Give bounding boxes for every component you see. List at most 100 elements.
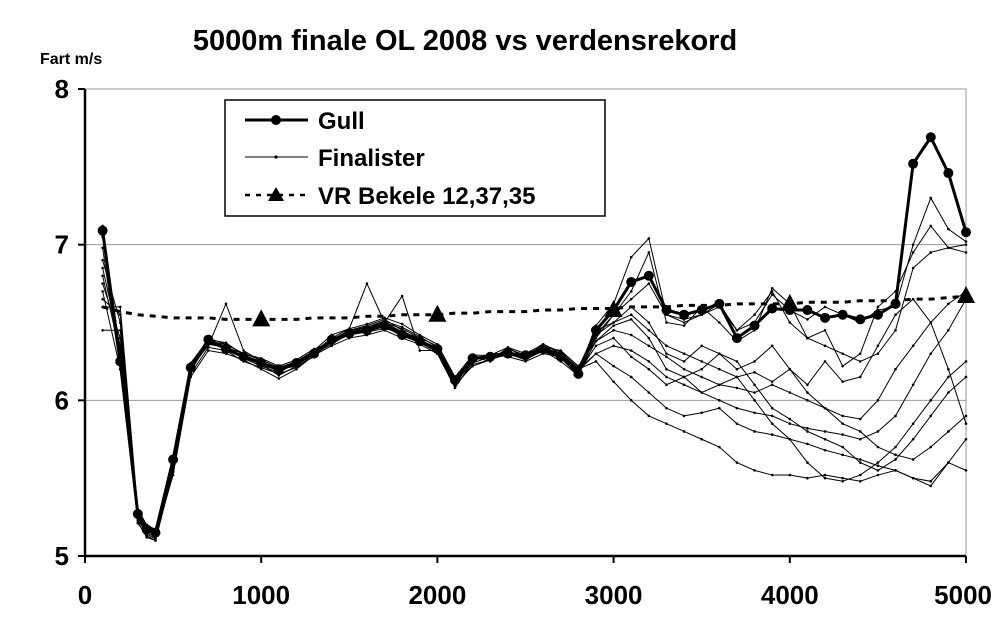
finalister-point [101,274,104,278]
legend-vr-label: VR Bekele 12,37,35 [318,183,536,210]
finalister-point [224,302,228,306]
finalister-point [841,453,844,457]
finalister-point [594,360,598,363]
finalister-point [453,385,457,388]
legend-vr-marker [268,187,284,201]
finalister-point [735,367,739,371]
finalister-point [788,473,792,477]
finalister-point [753,411,756,415]
finalister-point [894,458,897,461]
vr-point [957,286,975,304]
x-tick-label: 5000 [934,580,992,610]
gull-point [273,364,284,375]
finalister-point [894,328,897,332]
finalister-point [665,406,668,410]
finalister-point [911,344,915,348]
gull-point [890,298,901,309]
finalister-point [929,224,933,228]
gull-point [767,303,778,314]
finalister-point [665,344,668,348]
y-tick-label: 7 [55,230,69,260]
finalister-point [964,422,968,425]
finalister-point [964,240,968,243]
gull-point [714,298,725,309]
finalister-point [964,251,968,254]
finalister-point [612,364,615,368]
gull-point [555,351,566,362]
finalister-point [224,341,228,345]
vr-point [780,293,799,311]
legend-finalister-label: Finalister [318,145,425,172]
finalister-point [118,305,122,309]
gull-point [97,225,108,236]
finalister-point [718,321,721,324]
gull-point [749,320,760,331]
gull-point [696,305,707,316]
finalister-point [682,360,686,363]
finalister-point [365,282,369,285]
gull-point [872,309,883,320]
finalister-point [841,476,844,480]
finalister-point [735,422,739,425]
finalister-point [964,437,968,441]
finalister-point [647,237,651,240]
gull-point [485,351,496,362]
finalister-point [753,313,756,317]
gull-point [150,527,161,538]
finalister-point [929,352,933,355]
finalister-point [700,375,703,379]
finalister-point [629,297,633,301]
finalister-point [718,383,721,387]
finalister-point [400,325,404,329]
finalister-point [858,360,862,363]
finalister-point [911,243,915,246]
gull-point [943,168,954,179]
finalister-point [894,469,897,472]
finalister-point [682,414,686,418]
finalister-point [647,414,651,418]
gull-point [731,333,742,344]
finalister-point [101,297,104,301]
finalister-point [101,328,104,332]
finalister-point [823,328,827,332]
finalister-point [154,539,157,542]
gull-point [115,356,126,367]
finalister-point [770,414,774,418]
gull-point [326,334,337,345]
finalister-point [876,445,880,449]
finalister-point [929,251,933,254]
finalister-point [806,430,809,433]
gull-point [802,305,813,316]
finalister-point [823,437,827,441]
finalister-point [629,318,633,321]
finalister-point [947,461,950,464]
finalister-point [823,305,827,309]
gull-point [379,320,390,331]
finalister-point [665,367,668,371]
finalister-point [665,383,668,387]
finalister-point [207,349,210,352]
finalister-point [612,328,615,332]
finalister-point [612,336,615,340]
finalister-point [858,479,862,483]
finalister-point [735,375,739,379]
finalister-point [770,406,774,410]
finalister-point [894,367,897,371]
finalister-point [753,383,756,387]
finalister-point [612,344,615,348]
gull-point [168,454,179,465]
finalister-point [876,473,880,477]
finalister-point [964,414,968,418]
finalister-point [911,476,915,480]
x-tick-label: 4000 [761,580,819,610]
finalister-point [929,445,933,449]
finalister-point [647,336,651,340]
finalister-point [823,430,827,433]
finalister-series-line [102,298,967,537]
finalister-point [735,461,739,464]
world-record-line [102,286,975,327]
finalister-point [806,318,809,321]
finalister-point [788,391,792,394]
gull-point [590,325,601,336]
